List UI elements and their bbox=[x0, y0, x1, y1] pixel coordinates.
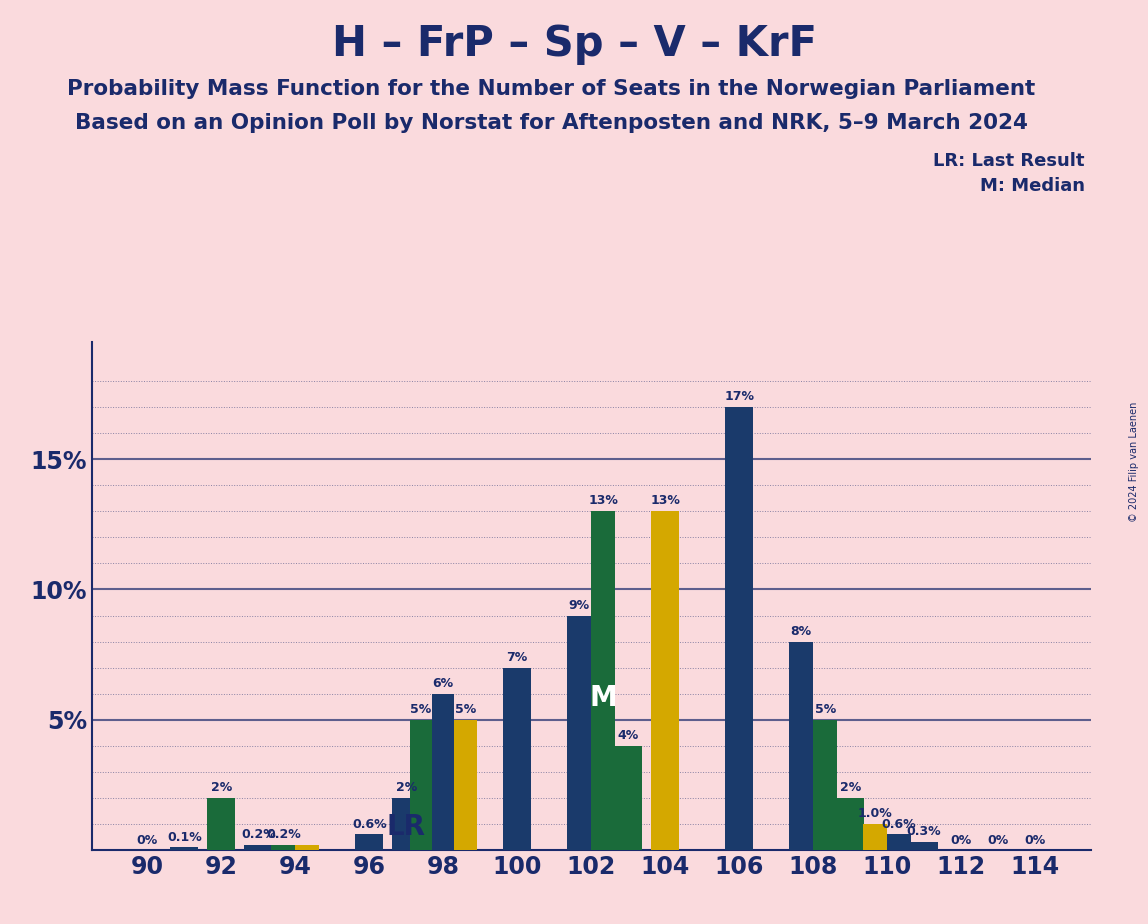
Text: 0.2%: 0.2% bbox=[241, 828, 276, 841]
Bar bbox=[614, 746, 642, 850]
Text: M: M bbox=[589, 684, 618, 711]
Bar bbox=[591, 511, 615, 850]
Text: M: Median: M: Median bbox=[980, 177, 1085, 195]
Text: 8%: 8% bbox=[791, 625, 812, 638]
Text: 13%: 13% bbox=[650, 494, 680, 507]
Text: H – FrP – Sp – V – KrF: H – FrP – Sp – V – KrF bbox=[332, 23, 816, 65]
Text: 0%: 0% bbox=[951, 834, 971, 847]
Text: 6%: 6% bbox=[433, 676, 453, 690]
Bar bbox=[567, 615, 591, 850]
Bar bbox=[170, 847, 199, 850]
Text: LR: Last Result: LR: Last Result bbox=[933, 152, 1085, 170]
Bar bbox=[410, 720, 432, 850]
Bar bbox=[503, 668, 532, 850]
Text: Probability Mass Function for the Number of Seats in the Norwegian Parliament: Probability Mass Function for the Number… bbox=[67, 79, 1035, 99]
Bar bbox=[836, 798, 864, 850]
Bar bbox=[651, 511, 680, 850]
Text: 5%: 5% bbox=[815, 703, 836, 716]
Text: 7%: 7% bbox=[506, 650, 528, 663]
Text: 17%: 17% bbox=[724, 390, 754, 403]
Bar bbox=[432, 694, 455, 850]
Text: LR: LR bbox=[387, 812, 426, 841]
Text: 1.0%: 1.0% bbox=[858, 807, 892, 821]
Bar bbox=[295, 845, 319, 850]
Bar bbox=[356, 834, 383, 850]
Text: 4%: 4% bbox=[618, 729, 638, 742]
Bar bbox=[245, 845, 272, 850]
Bar bbox=[455, 720, 476, 850]
Text: © 2024 Filip van Laenen: © 2024 Filip van Laenen bbox=[1128, 402, 1139, 522]
Text: 2%: 2% bbox=[211, 781, 232, 794]
Text: 0%: 0% bbox=[137, 834, 158, 847]
Text: 2%: 2% bbox=[396, 781, 417, 794]
Bar bbox=[271, 845, 295, 850]
Text: 0%: 0% bbox=[1024, 834, 1046, 847]
Bar bbox=[813, 720, 837, 850]
Bar bbox=[910, 843, 938, 850]
Text: 2%: 2% bbox=[839, 781, 861, 794]
Text: 0.3%: 0.3% bbox=[907, 825, 941, 838]
Bar bbox=[789, 641, 813, 850]
Text: 0%: 0% bbox=[987, 834, 1009, 847]
Text: Based on an Opinion Poll by Norstat for Aftenposten and NRK, 5–9 March 2024: Based on an Opinion Poll by Norstat for … bbox=[75, 113, 1027, 133]
Text: 5%: 5% bbox=[455, 703, 476, 716]
Bar bbox=[208, 798, 235, 850]
Bar bbox=[726, 407, 753, 850]
Text: 0.6%: 0.6% bbox=[352, 818, 387, 831]
Bar bbox=[393, 798, 420, 850]
Text: 0.6%: 0.6% bbox=[882, 818, 916, 831]
Bar bbox=[887, 834, 912, 850]
Text: 0.1%: 0.1% bbox=[166, 831, 202, 844]
Text: 5%: 5% bbox=[411, 703, 432, 716]
Text: 13%: 13% bbox=[588, 494, 618, 507]
Text: 9%: 9% bbox=[568, 599, 590, 612]
Text: 0.2%: 0.2% bbox=[266, 828, 301, 841]
Bar bbox=[863, 824, 887, 850]
